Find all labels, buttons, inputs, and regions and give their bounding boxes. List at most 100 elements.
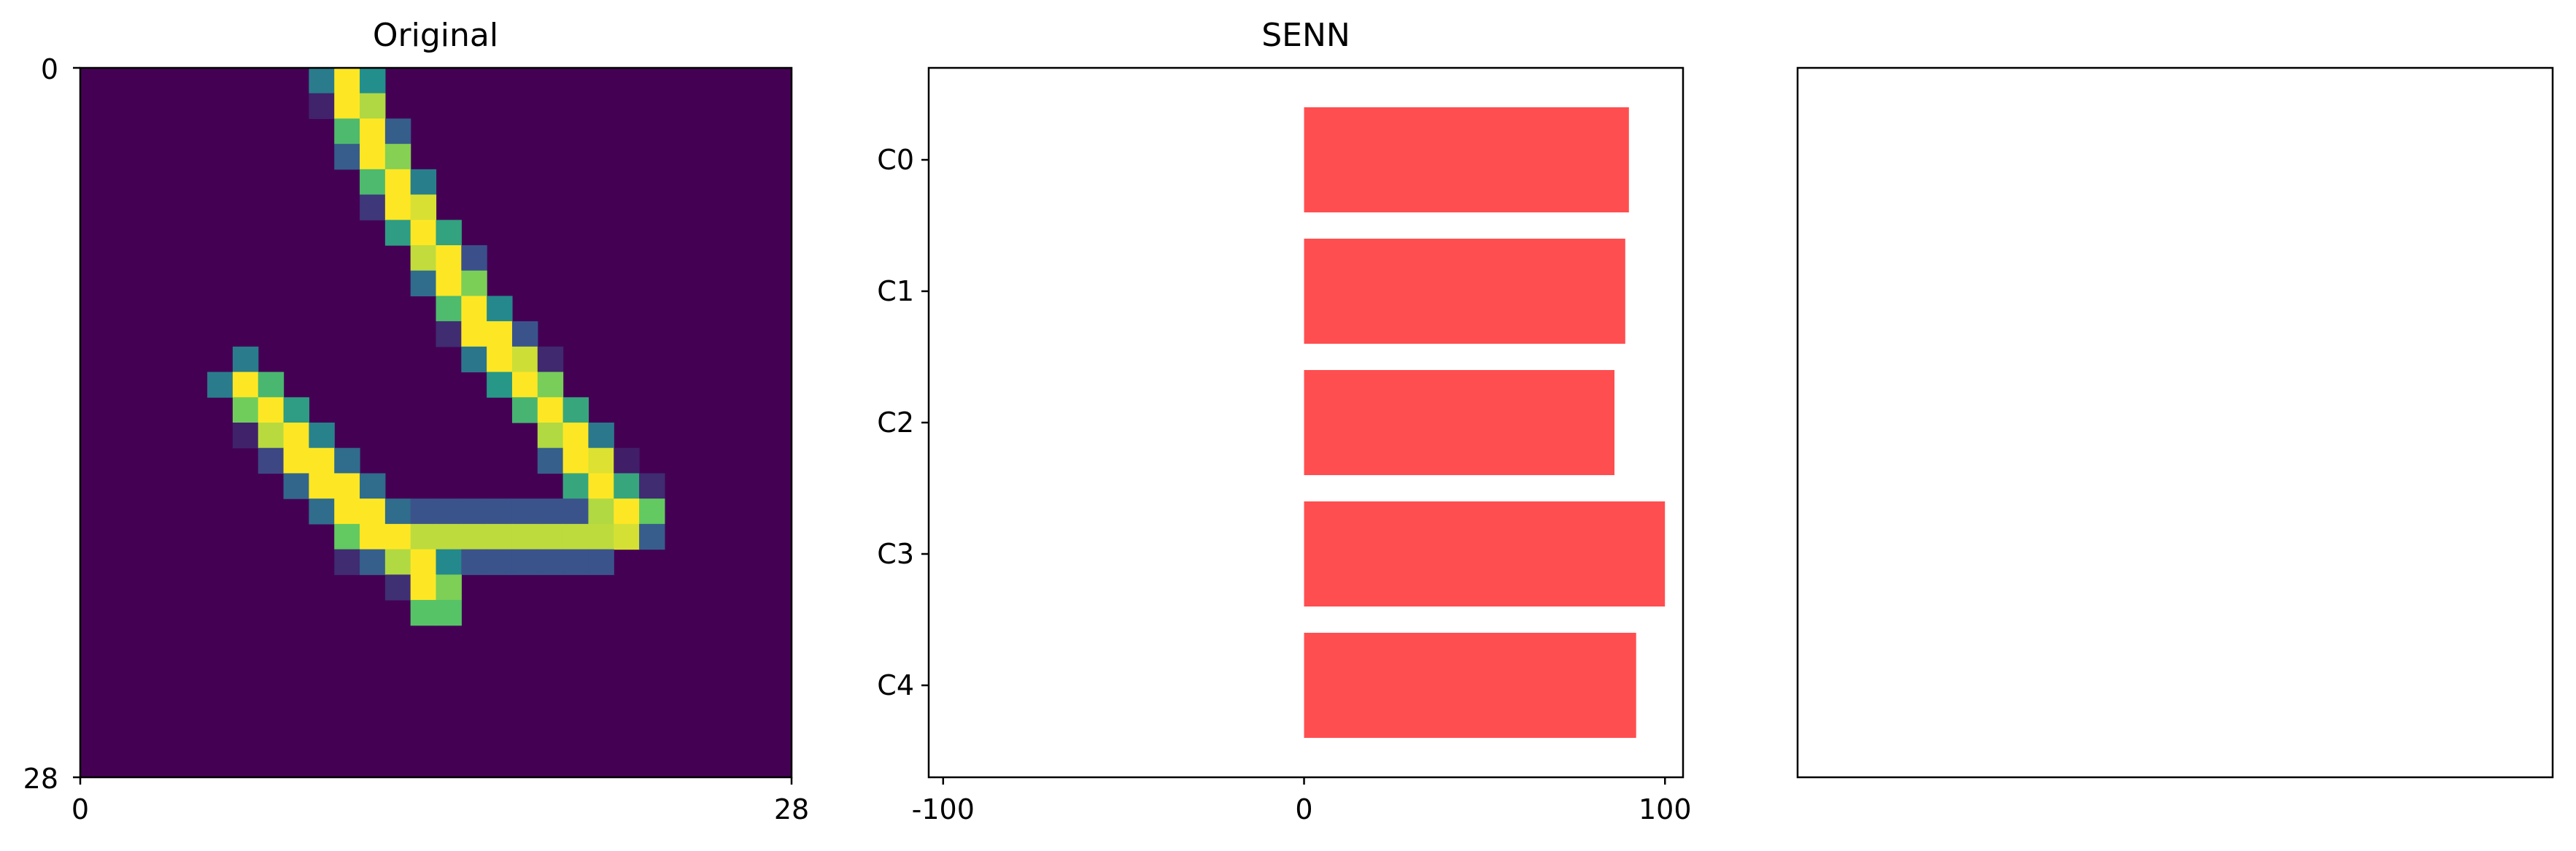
ytick-label-c3: C3 <box>877 538 914 570</box>
original-xtick-0-label: 0 <box>71 793 89 825</box>
heatmap-cell <box>588 473 614 499</box>
heatmap-cell <box>360 93 386 120</box>
heatmap-cells <box>80 68 792 777</box>
heatmap-cell <box>309 498 335 525</box>
heatmap-cell <box>562 397 589 423</box>
heatmap-cell <box>487 498 513 525</box>
ytick-label-c0: C0 <box>877 144 914 176</box>
senn-bars <box>1304 107 1666 738</box>
heatmap-cell <box>207 371 233 398</box>
heatmap-cell <box>258 423 285 449</box>
heatmap-cell <box>614 523 640 550</box>
heatmap-cell <box>410 169 437 196</box>
heatmap-cell <box>639 523 665 550</box>
heatmap-cell <box>283 423 309 449</box>
heatmap-cell <box>232 423 259 449</box>
original-frame <box>79 66 793 779</box>
heatmap-cell <box>309 473 335 499</box>
heatmap-cell <box>537 447 564 474</box>
heatmap-cell <box>639 473 665 499</box>
senn-frame <box>927 66 1685 779</box>
heatmap-cell <box>461 321 487 347</box>
senn-xticks: -100 0 100 <box>912 777 1692 825</box>
heatmap-cell <box>436 321 462 347</box>
heatmap-cell <box>487 321 513 347</box>
heatmap-cell <box>588 523 614 550</box>
heatmap-cell <box>588 498 614 525</box>
heatmap-cell <box>461 296 487 322</box>
heatmap-cell <box>487 346 513 373</box>
xtick-label: 0 <box>1295 793 1312 825</box>
heatmap-cell <box>436 498 462 525</box>
heatmap-cell <box>562 498 589 525</box>
heatmap-cell <box>384 169 411 196</box>
heatmap-cell <box>360 118 386 145</box>
heatmap-cell <box>537 549 564 575</box>
original-title: Original <box>373 17 498 54</box>
heatmap-cell <box>487 523 513 550</box>
heatmap-cell <box>537 423 564 449</box>
heatmap-cell <box>511 523 538 550</box>
heatmap-cell <box>614 473 640 499</box>
heatmap-cell <box>461 346 487 373</box>
heatmap-cell <box>309 93 335 120</box>
heatmap-cell <box>461 270 487 297</box>
heatmap-cell <box>410 245 437 272</box>
heatmap-cell <box>562 423 589 449</box>
heatmap-cell <box>436 574 462 601</box>
heatmap-cell <box>487 549 513 575</box>
heatmap-cell <box>562 473 589 499</box>
heatmap-cell <box>639 498 665 525</box>
heatmap-cell <box>461 523 487 550</box>
heatmap-cell <box>487 296 513 322</box>
heatmap-cell <box>360 523 386 550</box>
heatmap-cell <box>410 220 437 246</box>
heatmap-cell <box>436 270 462 297</box>
original-ytick-0-label: 0 <box>41 53 58 85</box>
heatmap-cell <box>614 447 640 474</box>
heatmap-cell <box>410 574 437 601</box>
heatmap-cell <box>410 498 437 525</box>
bar-c1 <box>1304 239 1625 344</box>
heatmap-cell <box>258 447 285 474</box>
heatmap-cell <box>334 473 360 499</box>
heatmap-cell <box>461 549 487 575</box>
heatmap-cell <box>360 549 386 575</box>
heatmap-cell <box>410 523 437 550</box>
heatmap-cell <box>537 498 564 525</box>
heatmap-cell <box>537 397 564 423</box>
bar-c4 <box>1304 633 1636 738</box>
heatmap-cell <box>384 118 411 145</box>
heatmap-cell <box>360 169 386 196</box>
heatmap-cell <box>232 397 259 423</box>
heatmap-cell <box>232 346 259 373</box>
heatmap-cell <box>588 447 614 474</box>
heatmap-cell <box>436 296 462 322</box>
heatmap-cell <box>461 498 487 525</box>
heatmap-cell <box>283 397 309 423</box>
heatmap-cell <box>334 447 360 474</box>
heatmap-cell <box>410 270 437 297</box>
heatmap-cell <box>384 194 411 220</box>
ytick-label-c4: C4 <box>877 669 914 701</box>
heatmap-cell <box>360 144 386 170</box>
heatmap-cell <box>588 549 614 575</box>
heatmap-cell <box>283 447 309 474</box>
heatmap-cell <box>410 600 437 626</box>
heatmap-cell <box>334 118 360 145</box>
heatmap-cell <box>334 523 360 550</box>
ytick-label-c1: C1 <box>877 275 914 307</box>
heatmap-cell <box>384 574 411 601</box>
senn-panel: C0 C1 C2 C3 C4 -100 0 100 SENN <box>877 17 1691 825</box>
heatmap-cell <box>334 549 360 575</box>
heatmap-cell <box>360 473 386 499</box>
original-panel: Original 0 28 0 28 <box>23 17 810 825</box>
xtick-label: -100 <box>912 793 975 825</box>
heatmap-cell <box>511 397 538 423</box>
heatmap-cell <box>511 371 538 398</box>
bar-c0 <box>1304 107 1629 212</box>
heatmap-cell <box>384 549 411 575</box>
empty-panel <box>1796 66 2554 779</box>
heatmap-cell <box>309 68 335 94</box>
